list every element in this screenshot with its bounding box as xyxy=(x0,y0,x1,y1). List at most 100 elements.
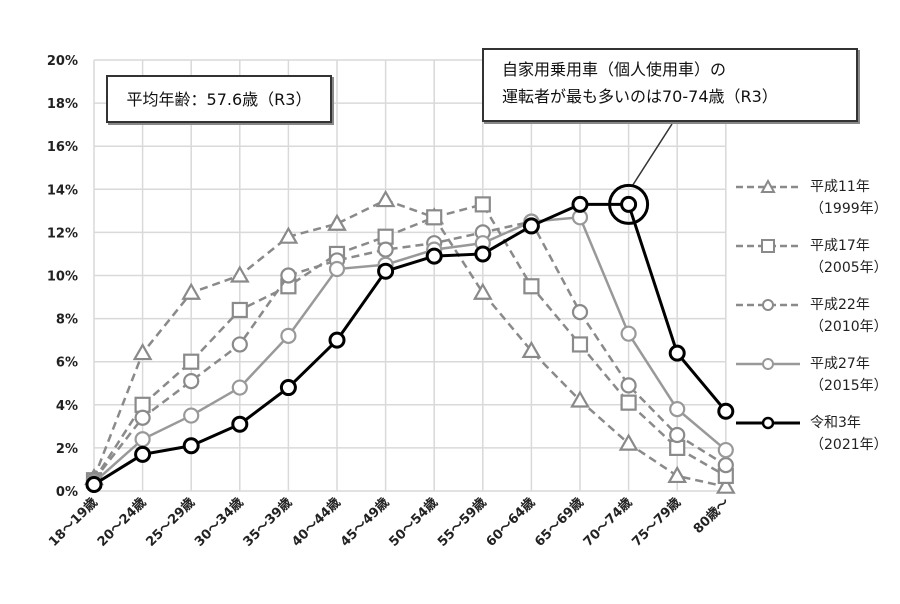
legend-label: 平成17年 xyxy=(810,238,870,254)
y-tick-label: 2% xyxy=(56,442,78,457)
square-marker-icon xyxy=(523,278,540,295)
x-tick-label: 18～19歳 xyxy=(46,495,101,550)
x-tick-label: 45～49歳 xyxy=(337,495,392,550)
circle-marker-icon xyxy=(328,331,346,349)
x-tick-label: 80歳～ xyxy=(690,495,732,537)
legend-sublabel: （2015年） xyxy=(810,378,888,394)
circle-marker-icon xyxy=(183,372,200,390)
circle-marker-icon xyxy=(668,344,686,362)
series-5 xyxy=(85,195,735,494)
callout-leader-line xyxy=(631,123,673,186)
y-tick-label: 8% xyxy=(56,313,78,328)
y-tick-label: 4% xyxy=(56,399,78,414)
circle-marker-icon xyxy=(717,457,734,474)
square-marker-icon xyxy=(620,394,637,411)
circle-marker-icon xyxy=(85,476,103,494)
legend-triangle-dashed-icon xyxy=(736,179,800,193)
y-tick-label: 20% xyxy=(47,54,78,69)
triangle-marker-icon xyxy=(521,340,542,359)
x-tick-label: 20～24歳 xyxy=(94,495,149,550)
legend-circle-solid-black-icon xyxy=(736,416,800,430)
legend-item-h27: 平成27年 （2015年） xyxy=(736,353,896,412)
square-marker-icon xyxy=(426,209,443,226)
circle-marker-icon xyxy=(134,445,152,463)
legend-label: 平成22年 xyxy=(810,297,870,313)
x-tick-label: 60～64歳 xyxy=(483,495,538,550)
legend-label: 平成27年 xyxy=(810,356,870,372)
circle-marker-icon xyxy=(231,379,248,396)
average-age-callout: 平均年齢：57.6歳（R3） xyxy=(106,75,332,123)
x-tick-label: 35～39歳 xyxy=(240,495,295,550)
x-tick-label: 50～54歳 xyxy=(386,495,441,550)
circle-marker-icon xyxy=(280,267,297,284)
triangle-marker-icon xyxy=(472,282,493,300)
x-tick-label: 30～34歳 xyxy=(191,495,246,550)
legend-label: 平成11年 xyxy=(810,179,870,195)
square-marker-icon xyxy=(474,196,491,213)
legend-circle-dashed-icon xyxy=(736,299,800,311)
x-tick-label: 70～74歳 xyxy=(580,495,635,550)
circle-marker-icon xyxy=(182,437,200,455)
circle-marker-icon xyxy=(328,260,346,278)
x-tick-label: 25～29歳 xyxy=(143,495,198,550)
circle-marker-icon xyxy=(474,245,492,263)
circle-marker-icon xyxy=(620,195,638,213)
y-tick-label: 12% xyxy=(47,226,78,241)
legend-square-dashed-icon xyxy=(736,239,800,253)
circle-marker-icon xyxy=(669,426,686,444)
most-drivers-line1: 自家用乗用車（個人使用車）の xyxy=(502,60,727,79)
y-tick-label: 0% xyxy=(56,485,78,500)
chart-legend: 平成11年 （1999年） 平成17年 （2005年） 平成22年 （2010年… xyxy=(736,176,896,471)
triangle-marker-icon xyxy=(715,476,736,494)
y-tick-label: 10% xyxy=(47,270,78,285)
triangle-marker-icon xyxy=(570,390,590,408)
legend-item-h11: 平成11年 （1999年） xyxy=(736,176,896,235)
gridlines xyxy=(93,59,727,492)
legend-label: 令和3年 xyxy=(810,415,861,431)
y-tick-label: 6% xyxy=(56,356,78,371)
circle-marker-icon xyxy=(280,327,297,344)
circle-marker-icon xyxy=(377,241,394,258)
triangle-marker-icon xyxy=(667,465,688,484)
x-tick-label: 55～59歳 xyxy=(434,495,489,550)
circle-marker-icon xyxy=(425,247,443,265)
circle-marker-icon xyxy=(571,304,589,321)
circle-marker-icon xyxy=(669,401,686,418)
series-2 xyxy=(85,196,734,489)
legend-item-h17: 平成17年 （2005年） xyxy=(736,235,896,294)
circle-marker-icon xyxy=(377,262,395,280)
square-marker-icon xyxy=(571,336,589,353)
circle-marker-icon xyxy=(231,336,248,353)
legend-sublabel: （2021年） xyxy=(810,437,888,453)
circle-marker-icon xyxy=(183,407,200,424)
triangle-marker-icon xyxy=(181,282,202,300)
y-tick-label: 18% xyxy=(47,97,78,112)
circle-marker-icon xyxy=(717,402,735,420)
triangle-marker-icon xyxy=(618,433,639,451)
circle-marker-icon xyxy=(231,415,249,433)
circle-marker-icon xyxy=(620,325,637,342)
circle-marker-icon xyxy=(279,379,297,397)
circle-marker-icon xyxy=(134,431,151,448)
most-drivers-callout: 自家用乗用車（個人使用車）の 運転者が最も多いのは70-74歳（R3） xyxy=(482,48,858,122)
x-tick-label: 75～79歳 xyxy=(629,495,684,550)
x-tick-label: 65～69歳 xyxy=(532,495,587,550)
legend-item-h22: 平成22年 （2010年） xyxy=(736,294,896,353)
x-tick-label: 40～44歳 xyxy=(289,495,344,550)
most-drivers-line2: 運転者が最も多いのは70-74歳（R3） xyxy=(502,87,778,106)
circle-marker-icon xyxy=(620,377,637,394)
legend-sublabel: （2010年） xyxy=(810,319,888,335)
average-age-text: 平均年齢：57.6歳（R3） xyxy=(126,89,312,109)
circle-marker-icon xyxy=(571,195,589,213)
legend-sublabel: （2005年） xyxy=(810,260,888,276)
square-marker-icon xyxy=(231,301,248,319)
triangle-marker-icon xyxy=(132,342,153,361)
y-tick-label: 14% xyxy=(47,183,78,198)
legend-sublabel: （1999年） xyxy=(810,201,888,217)
highlight-ring-icon xyxy=(608,183,650,225)
triangle-marker-icon xyxy=(229,265,250,283)
y-tick-label: 16% xyxy=(47,140,78,155)
circle-marker-icon xyxy=(522,217,540,235)
triangle-marker-icon xyxy=(278,226,299,244)
